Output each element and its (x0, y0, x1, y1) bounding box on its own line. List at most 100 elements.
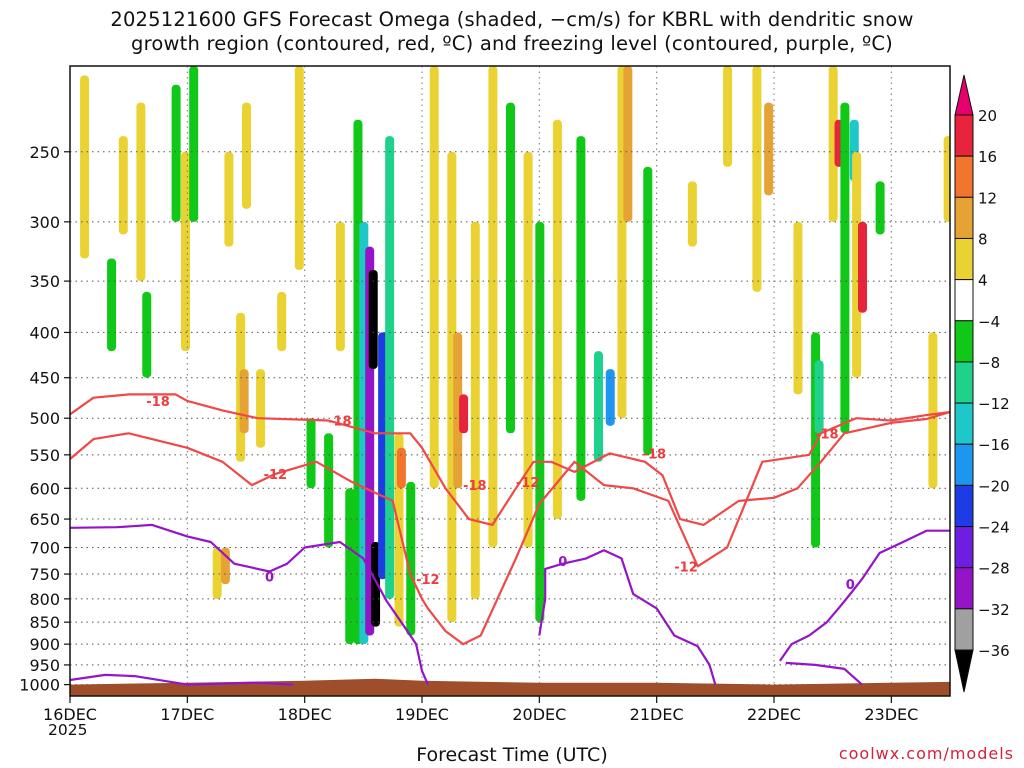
dgz-contour-upper (70, 393, 950, 527)
credit-text: coolwx.com/models (838, 744, 1014, 763)
chart-title: 2025121600 GFS Forecast Omega (shaded, −… (0, 8, 1024, 56)
colorbar-label-12: −32 (978, 601, 1010, 619)
colorbar-bin-9 (954, 484, 974, 528)
y-tick-label-400: 400 (29, 323, 60, 342)
y-tick-label-1000: 1000 (19, 676, 60, 695)
title-line-2: growth region (contoured, red, ºC) and f… (131, 32, 893, 55)
contour-label-7: -12 (674, 560, 698, 575)
colorbar-label-6: −8 (978, 354, 1000, 372)
omega-cell-19 (335, 221, 345, 352)
x-tick-label-2: 18DEC (278, 705, 332, 724)
omega-cell-8 (212, 547, 222, 599)
omega-cell-42 (594, 351, 603, 462)
colorbar-label-8: −16 (978, 436, 1010, 454)
y-tick-label-550: 550 (29, 446, 60, 465)
y-tick-label-800: 800 (29, 590, 60, 609)
omega-cell-24 (368, 269, 378, 370)
omega-cell-41 (576, 136, 586, 501)
omega-cell-6 (180, 151, 190, 352)
y-tick-label-300: 300 (29, 213, 60, 232)
x-tick-label-4: 20DEC (512, 705, 566, 724)
colorbar-label-7: −12 (978, 395, 1010, 413)
omega-cell-1 (107, 258, 117, 352)
omega-cell-17 (306, 418, 316, 489)
colorbar-bin-11 (954, 567, 974, 610)
omega-cell-33 (453, 332, 463, 489)
y-tick-label-700: 700 (29, 539, 60, 558)
omega-cell-30 (406, 481, 416, 636)
omega-cell-45 (623, 66, 633, 222)
colorbar-over-triangle (954, 74, 974, 116)
y-tick-label-600: 600 (29, 479, 60, 498)
omega-cell-36 (488, 66, 498, 548)
omega-cell-20 (345, 488, 355, 645)
colorbar-bin-10 (954, 526, 974, 569)
colorbar-bin-5 (954, 320, 974, 363)
colorbar-label-13: −36 (978, 642, 1010, 660)
x-tick-label-6: 22DEC (747, 705, 801, 724)
freezing-level-contour-1 (70, 523, 429, 686)
omega-cell-3 (136, 102, 146, 282)
colorbar-label-11: −28 (978, 560, 1010, 578)
y-tick-label-950: 950 (29, 656, 60, 675)
omega-cell-15 (277, 291, 287, 352)
omega-cell-46 (643, 166, 653, 455)
omega-cell-53 (814, 360, 824, 434)
colorbar-bin-0 (954, 114, 974, 157)
omega-cell-60 (875, 181, 885, 235)
colorbar-bin-7 (954, 402, 974, 445)
contour-label-2: -18 (328, 415, 352, 430)
contour-label-8: -18 (815, 427, 839, 442)
omega-cell-37 (506, 102, 515, 434)
dgz-contour-lower (70, 410, 950, 646)
y-tick-label-900: 900 (29, 635, 60, 654)
omega-cell-13 (242, 102, 251, 209)
freezing-level-contour-5 (785, 661, 863, 686)
colorbar-label-2: 12 (978, 189, 997, 207)
omega-cell-18 (324, 433, 334, 548)
contour-label-4: -18 (463, 479, 487, 494)
omega-cell-62 (943, 136, 950, 222)
omega-cell-25 (371, 542, 381, 627)
terrain-surface (70, 678, 950, 696)
plot-frame (69, 65, 951, 697)
omega-cell-10 (224, 151, 234, 247)
omega-cell-40 (552, 119, 562, 520)
omega-cell-29 (396, 447, 406, 489)
x-tick-label-7: 23DEC (864, 705, 918, 724)
x-axis: 16DEC 17DEC 18DEC 19DEC 20DEC 21DEC 22DEC 23DEC (43, 696, 918, 724)
omega-cell-7 (189, 66, 199, 222)
colorbar-bin-8 (954, 443, 974, 486)
contour-lines (70, 393, 950, 686)
colorbar-label-0: 20 (978, 107, 997, 125)
colorbar-bin-4 (954, 279, 974, 322)
colorbar: 20 16 12 8 4 −4 −8 −12 −16 −20 −24 −28 −32 −36 (954, 74, 1010, 693)
omega-cell-26 (378, 332, 388, 580)
omega-cell-34 (459, 394, 469, 434)
x-tick-label-3: 19DEC (395, 705, 449, 724)
omega-cell-59 (858, 221, 867, 313)
contour-label-0: -18 (146, 395, 170, 410)
year-label: 2025 (48, 721, 88, 739)
x-tick-label-5: 21DEC (630, 705, 684, 724)
omega-cell-43 (605, 369, 615, 426)
y-axis: 250 300 350 400 450 500 550 600 650 700 750 800 850 9… (19, 143, 70, 695)
colorbar-label-10: −24 (978, 519, 1010, 537)
omega-cell-0 (80, 75, 90, 259)
y-tick-label-850: 850 (29, 613, 60, 632)
omega-cell-54 (828, 66, 838, 222)
colorbar-under-triangle (954, 649, 974, 693)
omega-cell-27 (385, 136, 395, 599)
contour-label-9: 0 (265, 571, 274, 586)
y-tick-label-500: 500 (29, 409, 60, 428)
contour-label-5: -12 (516, 476, 540, 491)
omega-cell-32 (447, 151, 457, 623)
contour-labels: -18 -12 -18 -12 -18 -12 -18 -12 -18 0 0 0 (146, 395, 855, 593)
colorbar-bin-1 (954, 155, 974, 198)
omega-cell-58 (852, 151, 862, 378)
omega-cell-50 (764, 102, 774, 196)
terrain-fill (70, 678, 950, 696)
freezing-level-contour-4 (70, 673, 293, 686)
omega-cell-47 (687, 181, 697, 247)
